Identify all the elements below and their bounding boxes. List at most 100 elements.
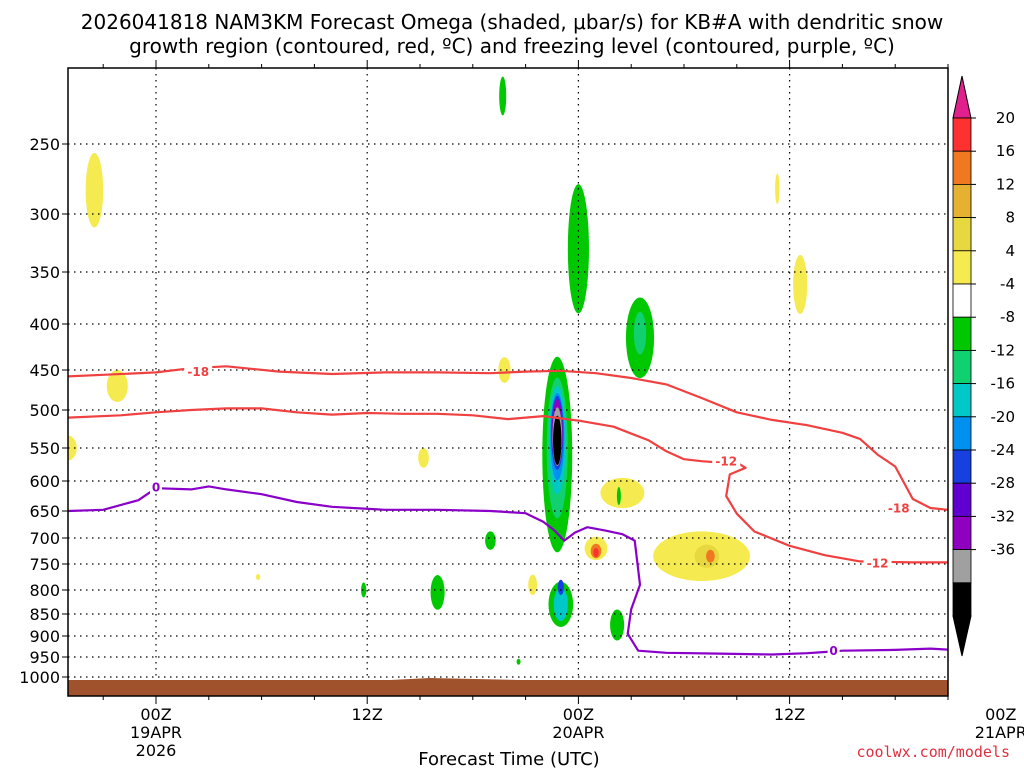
omega-yellow-post-1 (600, 477, 645, 509)
y-tick-label-250: 250 (29, 135, 60, 154)
terrain-band (68, 680, 948, 696)
omega-green-top-mid (499, 76, 507, 116)
omega-green-right-low (610, 609, 625, 641)
colorbar-swatch-0 (952, 117, 972, 152)
colorbar-swatch-8 (952, 383, 972, 418)
omega-yellow-low-left (68, 435, 77, 461)
x-tick-label-36-0: 12Z (774, 705, 805, 724)
x-tick-label-0-1: 19APR (130, 723, 182, 742)
contour-label-bg-dgz-minus-12-1 (863, 555, 892, 570)
credit-text: coolwx.com/models (856, 743, 1010, 761)
colorbar-swatch-14 (952, 582, 972, 617)
y-tick-label-750: 750 (29, 555, 60, 574)
y-tick-label-450: 450 (29, 361, 60, 380)
omega-green-low-far-left (361, 582, 367, 598)
colorbar-swatch-3 (952, 217, 972, 252)
contour-label-bg-dgz-minus-18-1 (884, 501, 913, 515)
colorbar-label-11: -28 (991, 474, 1016, 492)
colorbar-bottom-cap (952, 615, 972, 657)
colorbar-swatch-2 (952, 183, 972, 218)
colorbar-swatch-12 (952, 516, 972, 551)
y-tick-label-300: 300 (29, 205, 60, 224)
y-tick-label-1000: 1000 (19, 668, 60, 687)
contour-label-freezing-level-0-0: 0 (152, 481, 160, 495)
omega-teal-right-plume (633, 311, 647, 355)
colorbar-swatch-5 (952, 283, 972, 318)
colorbar-swatch-1 (952, 150, 972, 185)
omega-yellow-right-1 (793, 254, 808, 315)
x-tick-label-24-0: 00Z (563, 705, 594, 724)
omega-blue-low-column (557, 579, 564, 596)
colorbar-label-5: -4 (1000, 275, 1015, 293)
colorbar-swatch-4 (952, 250, 972, 285)
colorbar-swatch-11 (952, 482, 972, 517)
contour-label-bg-freezing-level-0-0 (150, 480, 162, 494)
colorbar-label-1: 16 (996, 142, 1015, 160)
colorbar-swatch-9 (952, 416, 972, 451)
colorbar-label-12: -32 (991, 507, 1016, 525)
omega-green-tiny-base (516, 658, 521, 665)
y-tick-label-350: 350 (29, 263, 60, 282)
y-tick-label-500: 500 (29, 401, 60, 420)
omega-orange-core-post (706, 549, 715, 563)
y-tick-label-950: 950 (29, 648, 60, 667)
x-tick-label-24-1: 20APR (552, 723, 604, 742)
plot-frame (67, 67, 949, 697)
colorbar-label-6: -8 (1000, 308, 1015, 326)
omega-black-core (553, 415, 562, 466)
colorbar-swatch-13 (952, 549, 972, 584)
y-axis: 250 300 350 400 450 500 550 600 650 700 750 800 850 9… (19, 135, 68, 687)
omega-green-low-left (485, 531, 496, 550)
contour-label-dgz-minus-12-1: -12 (867, 556, 889, 570)
contour-label-dgz-minus-18-0: -18 (187, 365, 209, 379)
omega-red-ascent (593, 547, 599, 558)
y-tick-label-600: 600 (29, 472, 60, 491)
colorbar-swatch-10 (952, 449, 972, 484)
omega-yellow-top-mid (498, 357, 511, 383)
colorbar-swatch-7 (952, 349, 972, 384)
colorbar-label-8: -16 (991, 375, 1016, 393)
contour-dgz-minus-18 (68, 365, 948, 511)
colorbar-label-9: -20 (991, 408, 1016, 426)
contour-label-bg-dgz-minus-18-0 (184, 364, 213, 379)
chart-title-line2: growth region (contoured, red, ºC) and f… (129, 34, 895, 58)
colorbar-label-10: -24 (991, 441, 1016, 459)
x-tick-label-0-0: 00Z (140, 705, 171, 724)
omega-yellow-small-1 (418, 448, 429, 468)
contour-label-freezing-level-0-1: 0 (829, 644, 837, 658)
omega-green-small-mid (616, 487, 621, 505)
omega-green-far-right (977, 546, 989, 564)
contour-dgz-minus-12 (68, 407, 948, 564)
omega-cyan-low-column (553, 587, 568, 622)
y-tick-label-400: 400 (29, 315, 60, 334)
omega-yellow-mid-left (106, 370, 128, 402)
colorbar-label-2: 12 (996, 175, 1015, 193)
plot-background (68, 68, 948, 696)
x-tick-label-12-0: 12Z (352, 705, 383, 724)
y-tick-label-900: 900 (29, 627, 60, 646)
y-tick-label-700: 700 (29, 529, 60, 548)
colorbar-label-3: 8 (1005, 209, 1015, 227)
y-tick-label-550: 550 (29, 439, 60, 458)
grid-lines (68, 68, 948, 696)
x-axis-label: Forecast Time (UTC) (418, 749, 599, 768)
contour-label-bg-dgz-minus-12-0 (712, 454, 741, 469)
contour-label-bg-freezing-level-0-1 (827, 643, 840, 658)
terrain-bump (270, 678, 620, 682)
colorbar-top-cap (952, 75, 972, 119)
colorbar-label-4: 4 (1005, 242, 1015, 260)
x-tick-label-0-2: 2026 (136, 741, 177, 760)
x-tick-label-48-1: 21APR (975, 723, 1024, 742)
omega-green-low-left-2 (430, 575, 445, 610)
omega-yellow-far-right-2 (1005, 557, 1014, 603)
chart-title-line1: 2026041818 NAM3KM Forecast Omega (shaded… (81, 10, 943, 34)
y-tick-label-850: 850 (29, 605, 60, 624)
colorbar-swatch-6 (952, 316, 972, 351)
omega-yellow-tiny-1 (255, 574, 261, 580)
omega-yellow-right-2 (775, 173, 780, 205)
y-tick-label-800: 800 (29, 581, 60, 600)
y-tick-label-650: 650 (29, 502, 60, 521)
colorbar-label-7: -12 (991, 341, 1016, 359)
contour-freezing-level-0 (68, 485, 948, 656)
